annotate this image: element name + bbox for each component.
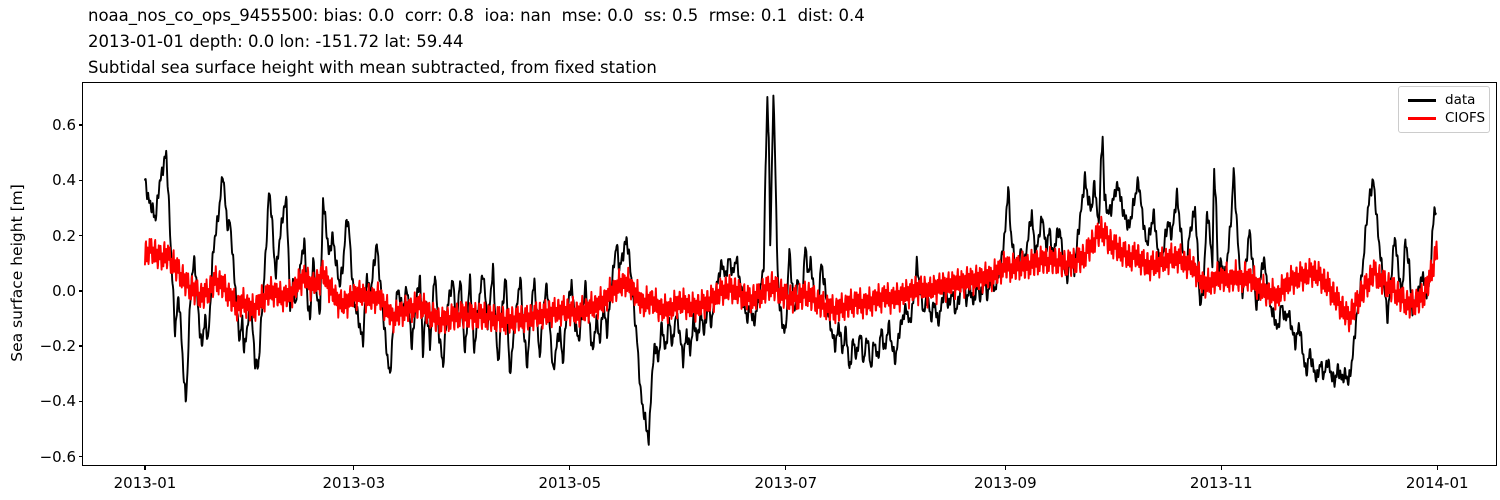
x-tick-label: 2013-07 — [754, 474, 818, 492]
legend: data CIOFS — [1398, 86, 1490, 133]
x-axis-tick — [785, 465, 787, 470]
y-axis-tick — [78, 456, 83, 458]
x-axis-tick — [1220, 465, 1222, 470]
x-axis-tick — [569, 465, 571, 470]
y-axis-label: Sea surface height [m] — [8, 184, 26, 362]
series-canvas — [83, 83, 1496, 465]
legend-label-ciofs: CIOFS — [1445, 109, 1486, 126]
y-axis-tick — [78, 179, 83, 181]
chart-title-line-1: noaa_nos_co_ops_9455500: bias: 0.0 corr:… — [88, 6, 865, 25]
y-tick-label: −0.2 — [39, 337, 76, 356]
y-axis-tick — [78, 345, 83, 347]
chart-title-line-3: Subtidal sea surface height with mean su… — [88, 58, 657, 77]
y-axis-tick — [78, 234, 83, 237]
legend-item-data: data — [1408, 92, 1481, 109]
chart-title-line-2: 2013-01-01 depth: 0.0 lon: -151.72 lat: … — [88, 32, 464, 51]
x-axis-tick — [353, 465, 355, 470]
legend-line-sample-data — [1408, 99, 1436, 103]
y-tick-label: 0.4 — [52, 171, 76, 190]
y-axis-tick — [78, 290, 83, 292]
y-axis-tick — [78, 124, 83, 126]
chart-title-block: noaa_nos_co_ops_9455500: bias: 0.0 corr:… — [88, 3, 865, 81]
x-tick-label: 2014-01 — [1405, 474, 1469, 492]
y-tick-label: −0.4 — [39, 392, 76, 411]
x-tick-label: 2013-05 — [538, 474, 602, 492]
y-tick-label: 0.0 — [52, 281, 76, 300]
x-axis-tick — [1436, 465, 1438, 470]
y-axis-tick — [78, 400, 83, 403]
x-tick-label: 2013-09 — [973, 474, 1037, 492]
x-axis-tick — [1004, 465, 1006, 470]
x-tick-label: 2013-01 — [113, 474, 177, 492]
x-tick-label: 2013-11 — [1189, 474, 1253, 492]
y-tick-label: −0.6 — [39, 447, 76, 466]
y-tick-label: 0.6 — [52, 116, 76, 134]
legend-line-sample-ciofs — [1408, 116, 1436, 120]
y-tick-label: 0.2 — [52, 226, 76, 245]
legend-item-ciofs: CIOFS — [1408, 110, 1485, 127]
x-axis-tick — [144, 465, 146, 470]
x-tick-label: 2013-03 — [322, 474, 386, 492]
legend-label-data: data — [1445, 92, 1476, 109]
